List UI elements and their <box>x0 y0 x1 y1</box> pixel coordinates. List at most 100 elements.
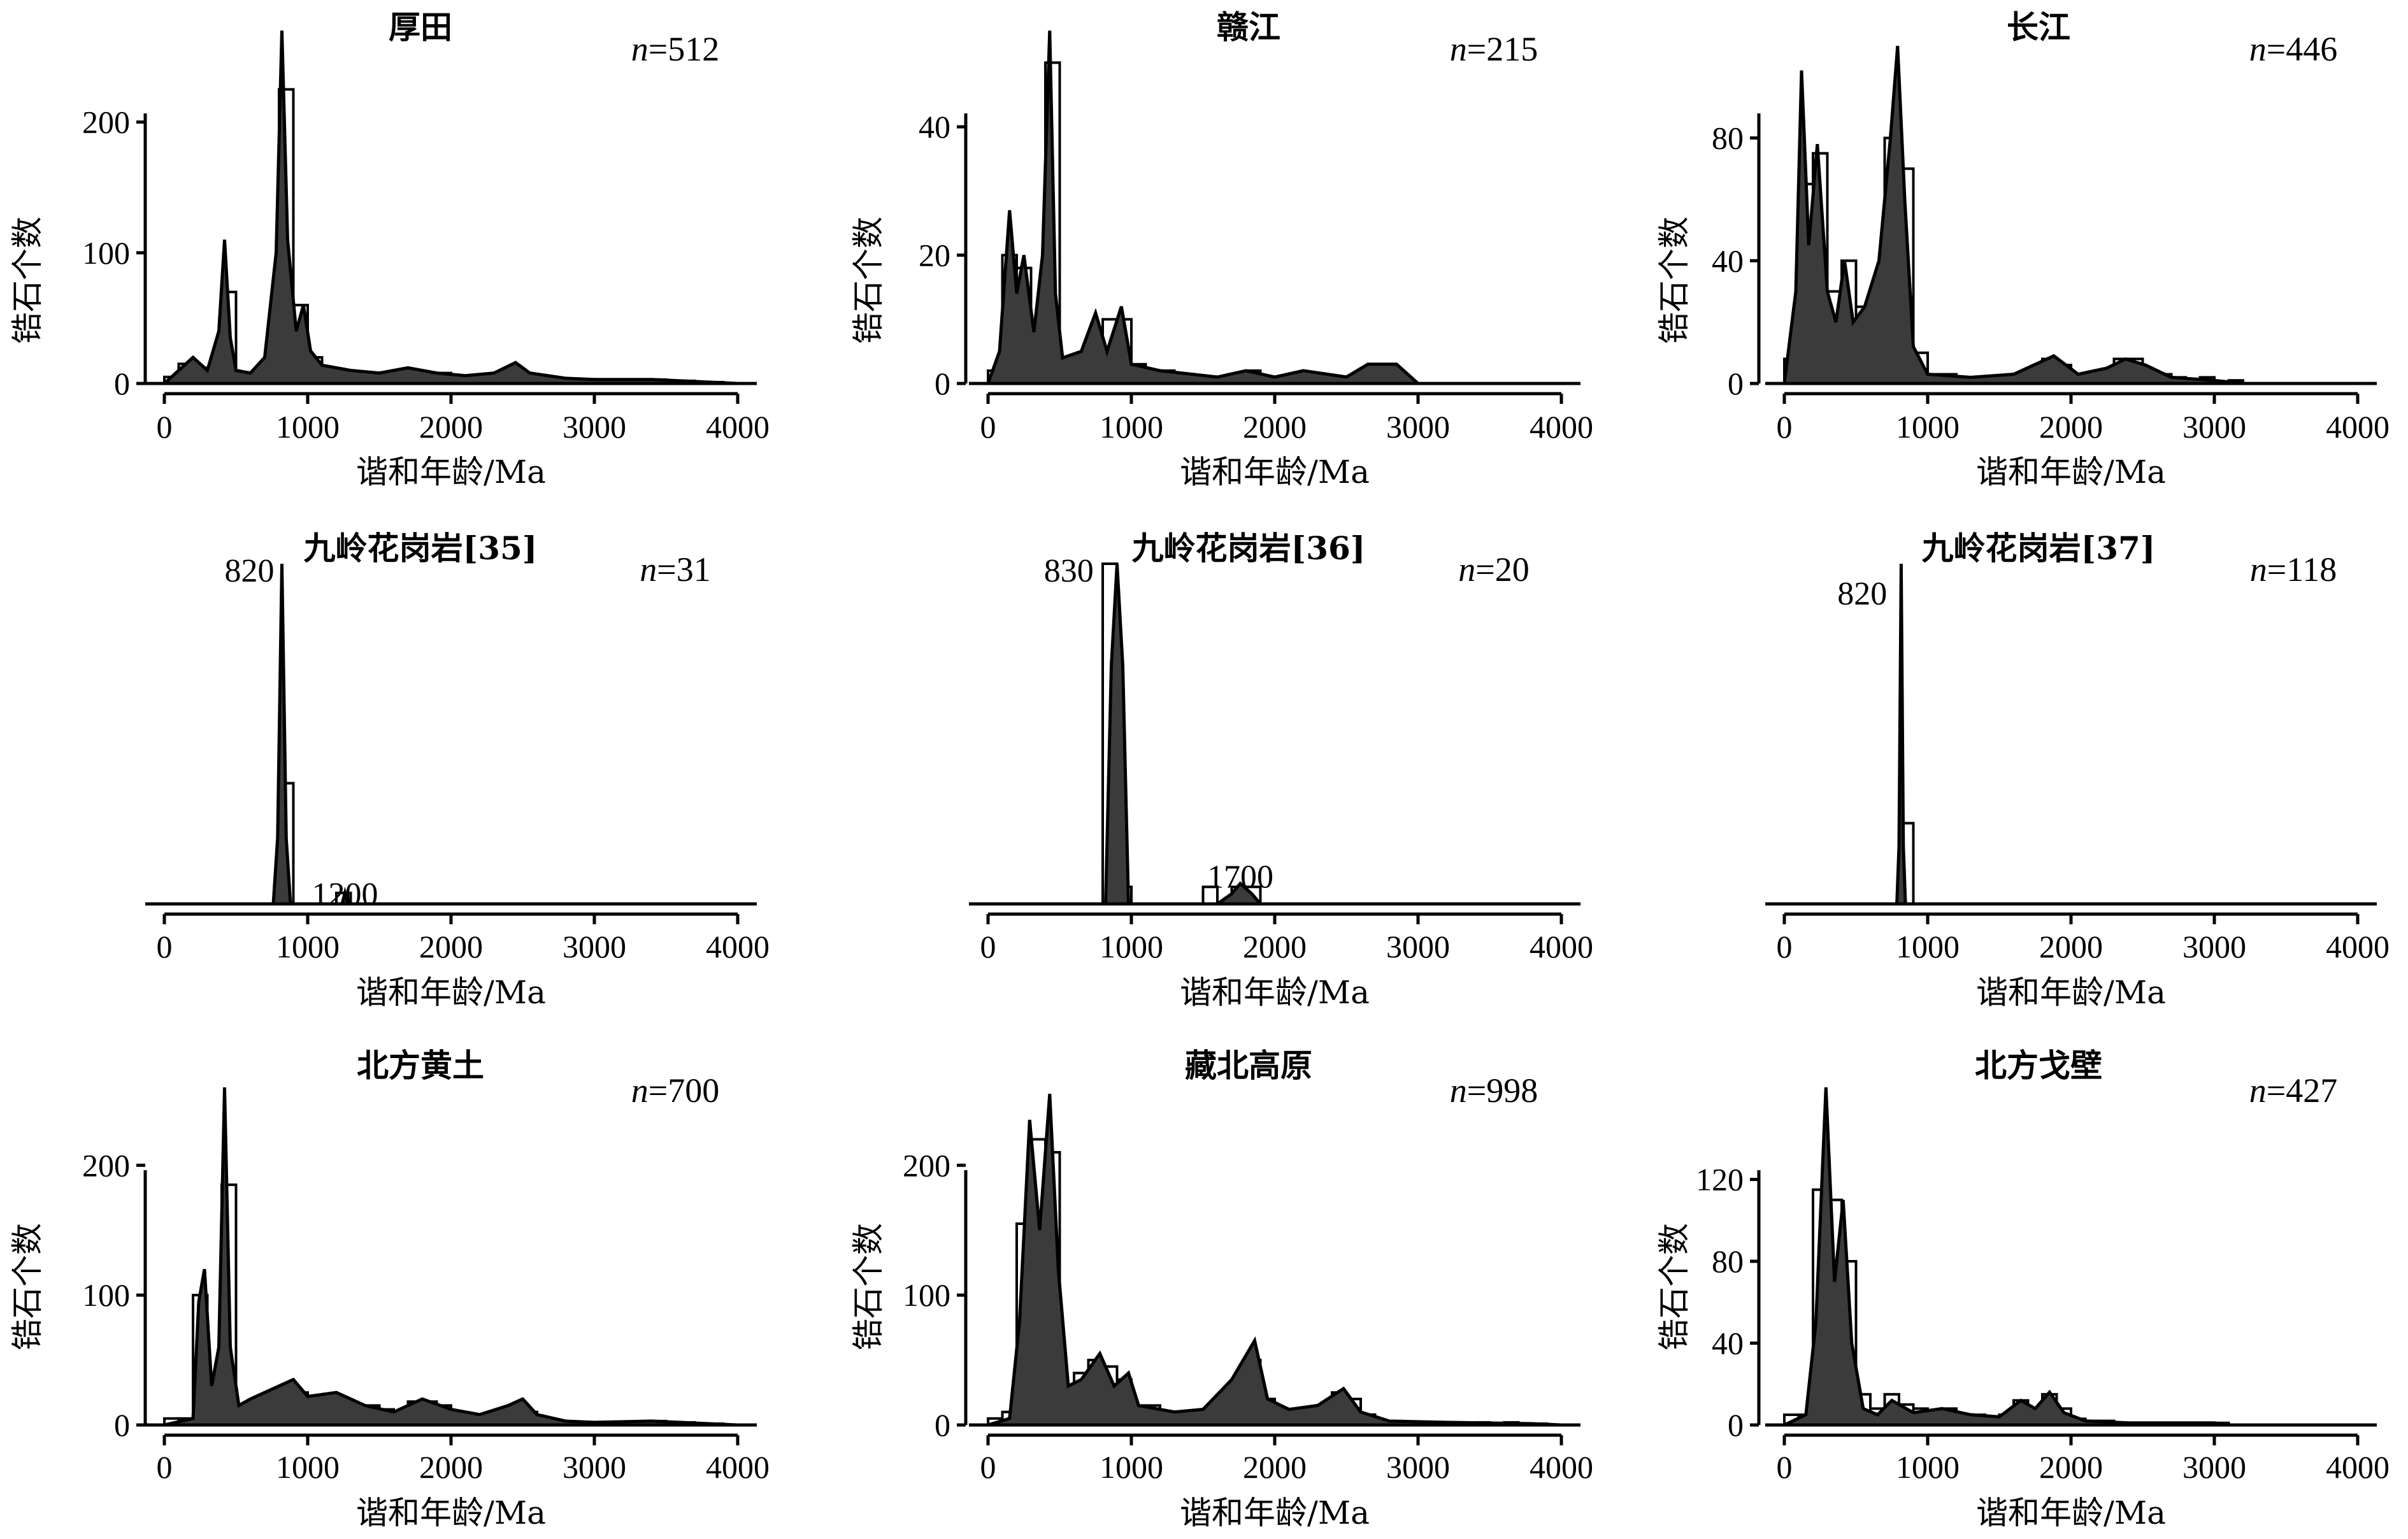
x-tick-label: 3000 <box>563 929 626 964</box>
x-tick-label: 3000 <box>2182 409 2246 445</box>
n-symbol: n <box>2250 550 2267 589</box>
x-axis-label: 谐和年龄/Ma <box>1976 454 2166 490</box>
x-tick-label: 1000 <box>276 409 340 445</box>
x-tick-label: 4000 <box>706 409 770 445</box>
peak-annotation: 1200 <box>312 877 378 913</box>
chart-title: 北方戈壁 <box>1975 1047 2102 1084</box>
x-tick-label: 1000 <box>276 929 340 964</box>
chart-title: 厚田 <box>389 8 452 46</box>
y-tick-label: 100 <box>82 235 130 271</box>
sample-count: n=427 <box>2249 1071 2337 1110</box>
x-tick-label: 0 <box>157 1449 173 1485</box>
sample-count: n=31 <box>640 550 710 589</box>
x-tick-label: 2000 <box>1243 1449 1307 1485</box>
y-axis-label: 锆石个数 <box>850 1223 887 1350</box>
sample-count: n=118 <box>2250 550 2337 589</box>
x-axis-label: 谐和年龄/Ma <box>1180 454 1370 490</box>
sample-count: n=700 <box>631 1071 719 1110</box>
x-axis-label: 谐和年龄/Ma <box>356 1494 546 1531</box>
x-tick-label: 2000 <box>2039 409 2103 445</box>
chart-title: 九岭花岗岩[36] <box>1132 529 1366 567</box>
y-tick-label: 200 <box>82 104 130 140</box>
kde-curve <box>160 30 738 385</box>
n-value: =118 <box>2267 550 2337 589</box>
x-tick-label: 0 <box>157 929 173 964</box>
y-axis-label: 锆石个数 <box>9 217 46 344</box>
y-tick-label: 20 <box>919 238 950 273</box>
x-tick-label: 2000 <box>419 409 483 445</box>
n-symbol: n <box>1450 1071 1467 1110</box>
y-tick-label: 80 <box>1712 1243 1744 1279</box>
x-tick-label: 3000 <box>1386 929 1450 964</box>
x-tick-label: 2000 <box>419 929 483 964</box>
x-tick-label: 1000 <box>1100 409 1163 445</box>
y-tick-label: 0 <box>935 1407 950 1443</box>
x-tick-label: 3000 <box>2182 1449 2246 1485</box>
kde-curve <box>988 563 1561 906</box>
x-tick-label: 3000 <box>563 409 626 445</box>
x-tick-label: 4000 <box>2326 409 2390 445</box>
kde-curve <box>1784 563 2358 906</box>
y-tick-label: 40 <box>1712 243 1744 278</box>
x-tick-label: 4000 <box>706 929 770 964</box>
n-value: =998 <box>1467 1071 1538 1110</box>
n-symbol: n <box>1450 30 1467 68</box>
n-value: =427 <box>2267 1071 2337 1110</box>
x-tick-label: 4000 <box>2326 929 2390 964</box>
x-axis-label: 谐和年龄/Ma <box>1976 974 2166 1011</box>
x-tick-label: 0 <box>1777 1449 1793 1485</box>
y-tick-label: 200 <box>82 1147 130 1183</box>
x-axis-label: 谐和年龄/Ma <box>1180 974 1370 1011</box>
x-axis-label: 谐和年龄/Ma <box>356 454 546 490</box>
n-symbol: n <box>631 30 649 68</box>
kde-curve <box>164 563 738 906</box>
y-tick-label: 120 <box>1696 1162 1744 1198</box>
x-tick-label: 3000 <box>1386 1449 1450 1485</box>
n-value: =446 <box>2267 30 2337 68</box>
y-axis-label: 锆石个数 <box>850 217 887 344</box>
y-tick-label: 40 <box>1712 1326 1744 1361</box>
x-tick-label: 0 <box>1777 409 1793 445</box>
x-tick-label: 2000 <box>1243 409 1307 445</box>
y-axis-label: 锆石个数 <box>1656 1223 1693 1350</box>
x-tick-label: 1000 <box>276 1449 340 1485</box>
x-tick-label: 2000 <box>419 1449 483 1485</box>
x-tick-label: 4000 <box>1530 929 1593 964</box>
n-value: =31 <box>657 550 710 589</box>
x-tick-label: 4000 <box>2326 1449 2390 1485</box>
peak-annotation: 830 <box>1044 553 1094 589</box>
x-tick-label: 4000 <box>1530 1449 1593 1485</box>
x-tick-label: 2000 <box>2039 1449 2103 1485</box>
y-tick-label: 0 <box>1728 366 1744 401</box>
n-symbol: n <box>631 1071 649 1110</box>
sample-count: n=512 <box>631 30 719 68</box>
sample-count: n=215 <box>1450 30 1538 68</box>
y-tick-label: 100 <box>903 1277 950 1313</box>
n-symbol: n <box>2249 1071 2267 1110</box>
x-tick-label: 2000 <box>2039 929 2103 964</box>
x-tick-label: 1000 <box>1100 929 1163 964</box>
x-tick-label: 0 <box>1777 929 1793 964</box>
panel-8: 0 1000 2000 3000 4000 谐和年龄/Ma 0 100 200 锆石个数 藏北高原 n… <box>850 1047 1593 1531</box>
panel-4: 0 1000 2000 3000 4000 谐和年龄/Ma 九岭花岗岩[35] n=31 820… <box>145 529 770 1011</box>
y-tick-label: 40 <box>919 109 950 145</box>
panel-1: 0 1000 2000 3000 4000 谐和年龄/Ma 0 100 200 锆石个数 厚田 n=5… <box>9 8 770 490</box>
y-tick-label: 100 <box>82 1277 130 1313</box>
chart-title: 长江 <box>2007 8 2070 46</box>
y-tick-label: 0 <box>1728 1407 1744 1443</box>
x-tick-label: 0 <box>157 409 173 445</box>
n-symbol: n <box>2249 30 2267 68</box>
chart-title: 赣江 <box>1217 8 1280 46</box>
x-tick-label: 1000 <box>1896 1449 1960 1485</box>
y-tick-label: 0 <box>114 1407 130 1443</box>
n-symbol: n <box>1458 550 1475 589</box>
x-tick-label: 0 <box>980 409 996 445</box>
kde-curve <box>1782 45 2358 385</box>
peak-annotation: 820 <box>225 553 275 589</box>
sample-count: n=998 <box>1450 1071 1538 1110</box>
peak-annotation: 820 <box>1837 576 1887 612</box>
x-tick-label: 1000 <box>1100 1449 1163 1485</box>
y-tick-label: 0 <box>114 366 130 401</box>
sample-count: n=446 <box>2249 30 2337 68</box>
